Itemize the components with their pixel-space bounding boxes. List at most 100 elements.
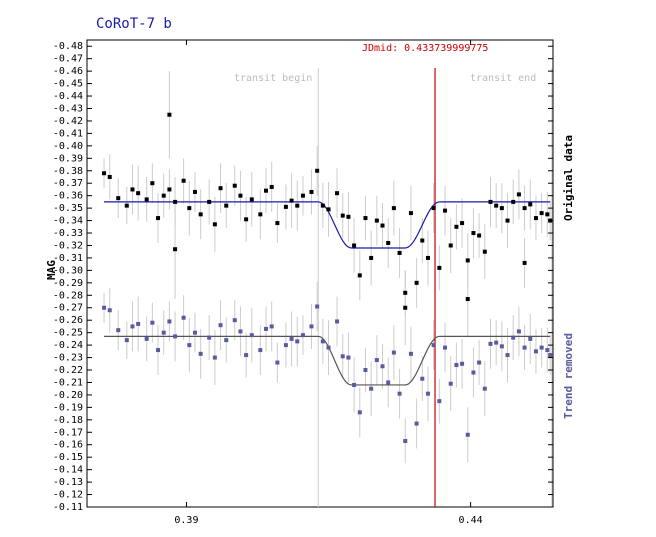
- trend-removed-point: [136, 321, 141, 326]
- trend-removed-point: [386, 380, 391, 385]
- original-data-point: [150, 181, 155, 186]
- y-tick-label: -0.47: [53, 54, 83, 65]
- y-tick-label: -0.16: [53, 440, 83, 451]
- original-data-point: [207, 199, 212, 204]
- y-tick-label: -0.33: [53, 228, 83, 239]
- trend-removed-point: [499, 344, 504, 349]
- trend-removed-point: [505, 353, 510, 358]
- original-data-point: [545, 212, 550, 217]
- trend-removed-point: [218, 323, 223, 328]
- original-data-point: [539, 211, 544, 216]
- legend-trend-removed: Trend removed: [562, 333, 575, 419]
- trend-removed-point: [346, 355, 351, 360]
- trend-removed-point: [320, 339, 325, 344]
- original-data-point: [295, 203, 300, 208]
- y-tick-label: -0.34: [53, 216, 83, 227]
- y-tick-label: -0.12: [53, 490, 83, 501]
- original-data-point: [124, 203, 129, 208]
- original-data-point: [533, 216, 538, 221]
- original-data-point: [309, 189, 314, 194]
- y-tick-label: -0.35: [53, 203, 83, 214]
- trend-removed-point: [431, 343, 436, 348]
- original-data-point: [408, 211, 413, 216]
- original-data-point: [454, 224, 459, 229]
- original-data-point: [448, 243, 453, 248]
- trend-removed-point: [335, 319, 340, 324]
- original-data-point: [528, 202, 533, 207]
- trend-removed-point: [471, 370, 476, 375]
- original-data-point: [218, 186, 223, 191]
- trend-removed-point: [212, 355, 217, 360]
- original-data-point: [363, 216, 368, 221]
- y-tick-label: -0.13: [53, 477, 83, 488]
- original-data-point: [482, 249, 487, 254]
- original-data-point: [130, 187, 135, 192]
- trend-removed-point: [528, 336, 533, 341]
- original-data-point: [258, 212, 263, 217]
- original-data-point: [116, 196, 121, 201]
- trend-removed-point: [408, 351, 413, 356]
- original-data-point: [173, 247, 178, 252]
- y-tick-label: -0.45: [53, 79, 83, 90]
- trend-removed-point: [238, 329, 243, 334]
- y-axis-label: MAG: [45, 260, 58, 280]
- original-data-point: [102, 171, 107, 176]
- original-data-point: [346, 214, 351, 219]
- trend-removed-point: [192, 330, 197, 335]
- y-tick-label: -0.19: [53, 402, 83, 413]
- y-tick-label: -0.31: [53, 253, 83, 264]
- y-tick-label: -0.46: [53, 66, 83, 77]
- original-data-point: [414, 280, 419, 285]
- original-data-point: [289, 198, 294, 203]
- original-data-point: [187, 206, 192, 211]
- trend-removed-point: [437, 399, 442, 404]
- trend-removed-point: [548, 353, 553, 358]
- trend-removed-point: [340, 354, 345, 359]
- original-data-point: [465, 258, 470, 263]
- trend-removed-point: [198, 351, 203, 356]
- y-tick-label: -0.48: [53, 41, 83, 52]
- original-data-point: [505, 218, 510, 223]
- trend-removed-point: [533, 349, 538, 354]
- trend-removed-point: [357, 410, 362, 415]
- original-data-point: [403, 290, 408, 295]
- trend-removed-point: [511, 335, 516, 340]
- x-tick-label: 0.44: [459, 515, 483, 526]
- original-data-point: [369, 255, 374, 260]
- trend-removed-point: [124, 338, 129, 343]
- plot-frame: [86, 39, 554, 508]
- legend-original-data: Original data: [562, 135, 575, 221]
- trend-removed-point: [269, 324, 274, 329]
- trend-removed-point: [414, 421, 419, 426]
- trend-removed-point: [224, 338, 229, 343]
- original-data-point: [198, 212, 203, 217]
- y-tick-label: -0.21: [53, 377, 83, 388]
- trend-removed-point: [420, 376, 425, 381]
- chart-title: CoRoT-7 b: [96, 16, 172, 32]
- trend-removed-point: [539, 345, 544, 350]
- original-data-point: [156, 216, 161, 221]
- y-tick-label: -0.25: [53, 328, 83, 339]
- original-data-point: [212, 222, 217, 227]
- trend-removed-point: [289, 336, 294, 341]
- original-data-point: [488, 199, 493, 204]
- original-data-point: [167, 187, 172, 192]
- original-data-point: [167, 112, 172, 117]
- y-tick-label: -0.11: [53, 502, 83, 513]
- original-data-point: [499, 206, 504, 211]
- trend-removed-point: [363, 368, 368, 373]
- original-data-point: [173, 199, 178, 204]
- original-data-point: [283, 204, 288, 209]
- y-tick-label: -0.40: [53, 141, 83, 152]
- trend-removed-point: [380, 364, 385, 369]
- y-tick-label: -0.27: [53, 303, 83, 314]
- original-data-point: [238, 193, 243, 198]
- jdmid-label: JDmid: 0.433739999775: [362, 43, 488, 54]
- trend-removed-point: [488, 341, 493, 346]
- x-tick-label: 0.39: [174, 515, 198, 526]
- trend-removed-point: [545, 348, 550, 353]
- x-axis: 0.39 0.44: [174, 40, 483, 526]
- original-data-point: [494, 203, 499, 208]
- y-tick-label: -0.20: [53, 390, 83, 401]
